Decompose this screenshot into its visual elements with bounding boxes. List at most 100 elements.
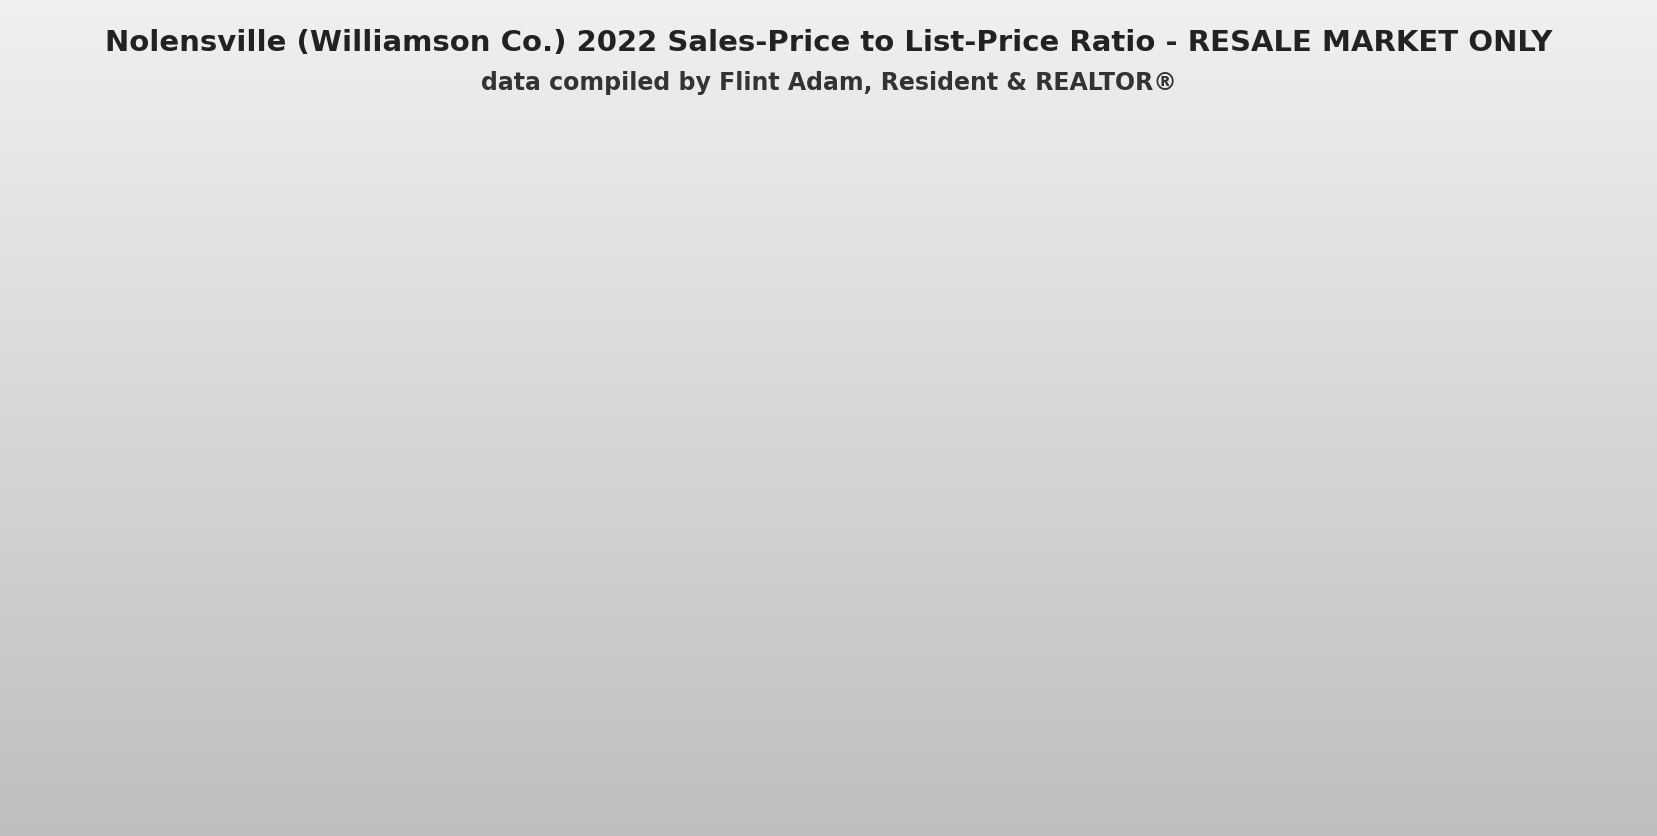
Bar <box>0 541 1657 543</box>
Bar <box>0 457 1657 460</box>
Bar <box>0 635 1657 638</box>
Bar <box>0 106 1657 109</box>
Bar <box>0 94 1657 98</box>
Bar <box>0 767 1657 769</box>
Bar <box>0 683 1657 686</box>
Bar <box>0 117 1657 120</box>
Bar <box>0 811 1657 813</box>
Bar <box>0 579 1657 583</box>
Bar <box>0 345 1657 349</box>
Bar <box>0 340 1657 343</box>
Bar <box>0 454 1657 457</box>
Bar <box>0 711 1657 713</box>
Bar <box>0 282 1657 284</box>
Bar <box>0 181 1657 184</box>
Bar <box>0 223 1657 226</box>
Bar <box>0 173 1657 176</box>
Bar <box>0 332 1657 334</box>
Bar <box>0 287 1657 290</box>
Bar <box>0 190 1657 192</box>
Bar <box>0 608 1657 610</box>
Bar <box>0 64 1657 67</box>
Bar <box>0 89 1657 92</box>
Bar <box>0 290 1657 293</box>
Text: 104.12%: 104.12% <box>709 327 810 347</box>
Bar <box>0 721 1657 725</box>
Bar <box>0 713 1657 716</box>
Bar <box>0 585 1657 588</box>
Bar <box>0 36 1657 39</box>
Bar <box>0 752 1657 755</box>
Bar <box>0 817 1657 819</box>
Bar <box>0 630 1657 633</box>
Bar <box>0 25 1657 28</box>
Bar <box>0 730 1657 733</box>
Bar <box>0 184 1657 186</box>
Bar <box>0 800 1657 803</box>
Bar <box>0 825 1657 828</box>
Bar <box>0 633 1657 635</box>
Bar <box>0 404 1657 407</box>
Bar <box>0 502 1657 504</box>
Bar <box>0 696 1657 700</box>
Bar <box>0 744 1657 747</box>
Bar <box>0 460 1657 462</box>
Bar <box>0 658 1657 660</box>
Bar <box>0 482 1657 485</box>
Bar <box>0 805 1657 808</box>
Bar <box>0 337 1657 340</box>
Bar <box>0 468 1657 471</box>
Text: 102.48%: 102.48% <box>1017 389 1118 409</box>
Bar <box>0 627 1657 630</box>
Bar <box>0 248 1657 251</box>
Bar <box>0 44 1657 48</box>
Bar <box>0 81 1657 84</box>
Bar <box>0 716 1657 719</box>
Text: 106.13%: 106.13% <box>401 251 502 271</box>
Bar <box>0 407 1657 410</box>
Bar <box>0 357 1657 359</box>
Bar <box>0 17 1657 19</box>
Bar <box>0 103 1657 106</box>
Bar <box>0 421 1657 424</box>
Bar <box>0 705 1657 708</box>
Bar <box>0 370 1657 374</box>
Bar <box>0 424 1657 426</box>
Bar <box>0 680 1657 683</box>
Text: 104.25%: 104.25% <box>245 322 348 342</box>
Text: 98.65%: 98.65% <box>1180 533 1266 553</box>
Bar <box>1175 520 1271 715</box>
Bar <box>0 161 1657 165</box>
Bar <box>0 669 1657 671</box>
Bar <box>0 496 1657 499</box>
Bar <box>0 217 1657 220</box>
Bar <box>0 772 1657 775</box>
Text: data compiled by Flint Adam, Resident & REALTOR®: data compiled by Flint Adam, Resident & … <box>481 71 1176 95</box>
Bar <box>0 270 1657 273</box>
Bar <box>0 504 1657 507</box>
Bar <box>0 312 1657 315</box>
Bar <box>0 813 1657 817</box>
Bar <box>0 265 1657 268</box>
Bar <box>0 610 1657 613</box>
Bar <box>0 686 1657 688</box>
Bar <box>0 822 1657 825</box>
Bar <box>0 641 1657 644</box>
Bar <box>0 387 1657 390</box>
Bar <box>0 563 1657 566</box>
Bar <box>0 150 1657 153</box>
Bar <box>0 92 1657 94</box>
Bar <box>0 240 1657 242</box>
Bar <box>0 176 1657 178</box>
Bar <box>0 234 1657 237</box>
Bar <box>0 201 1657 203</box>
Bar <box>0 558 1657 560</box>
Bar <box>0 552 1657 554</box>
Bar <box>0 215 1657 217</box>
Bar <box>0 727 1657 730</box>
Bar <box>0 100 1657 103</box>
Bar <box>0 165 1657 167</box>
Bar <box>0 758 1657 761</box>
Bar <box>0 298 1657 301</box>
Bar <box>0 769 1657 772</box>
